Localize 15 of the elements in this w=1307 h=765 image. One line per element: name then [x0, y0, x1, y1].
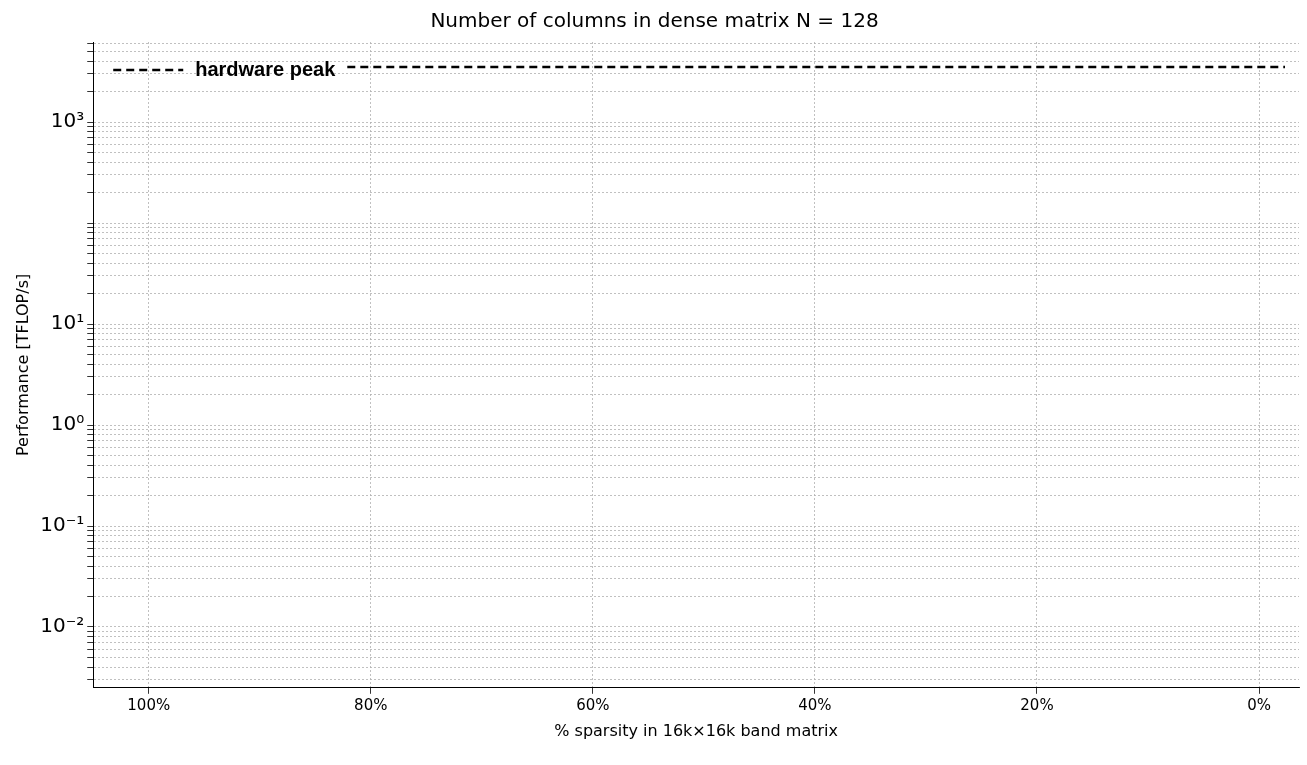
x-axis-title: % sparsity in 16k×16k band matrix	[554, 720, 838, 740]
x-tick-label: 20%	[1020, 695, 1054, 714]
x-tick-label: 100%	[127, 695, 171, 714]
y-tick-label: 10³	[50, 108, 85, 133]
y-tick-label: 10⁻²	[40, 613, 85, 638]
chart-title: Number of columns in dense matrix N = 128	[430, 8, 879, 33]
y-axis-title: Performance [TFLOP/s]	[12, 273, 32, 457]
x-tick-label: 40%	[798, 695, 832, 714]
x-tick-label: 60%	[576, 695, 610, 714]
x-tick-label: 0%	[1247, 695, 1271, 714]
y-tick-label: 10⁰	[50, 411, 85, 436]
x-tick-label: 80%	[354, 695, 388, 714]
y-tick-label: 10¹	[50, 310, 85, 335]
ref-line-label: hardware peak	[195, 57, 337, 80]
y-tick-label: 10⁻¹	[40, 512, 85, 537]
